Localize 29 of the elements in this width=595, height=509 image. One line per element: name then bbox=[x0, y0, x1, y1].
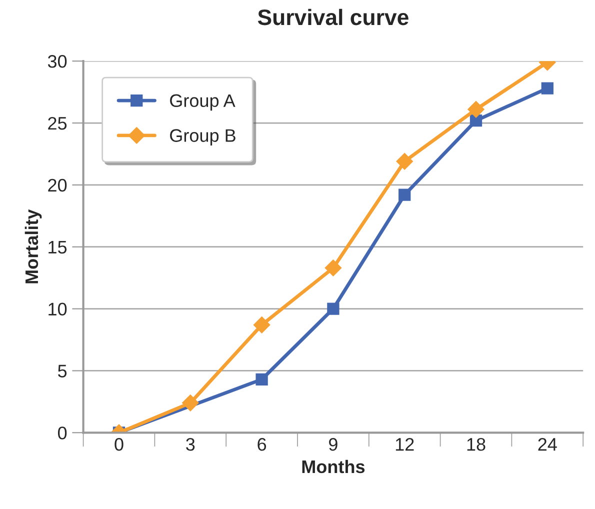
point bbox=[541, 82, 554, 94]
point bbox=[253, 316, 270, 334]
x-tick-label: 18 bbox=[467, 438, 486, 451]
point bbox=[470, 114, 482, 127]
point bbox=[398, 188, 411, 201]
x-tick-label: 0 bbox=[114, 438, 124, 451]
y-tick-label: 0 bbox=[58, 426, 67, 440]
point bbox=[256, 373, 268, 386]
point bbox=[468, 101, 484, 118]
y-tick-label: 30 bbox=[48, 55, 67, 68]
y-axis-title: Mortality bbox=[24, 209, 42, 284]
legend-label: Group A bbox=[170, 94, 236, 111]
x-axis-title: Months bbox=[302, 460, 365, 474]
point bbox=[324, 260, 342, 276]
x-tick-label: 12 bbox=[396, 438, 414, 451]
y-tick-label: 5 bbox=[58, 364, 67, 378]
x-tick-label: 9 bbox=[329, 438, 338, 451]
y-tick-label: 10 bbox=[48, 302, 67, 316]
y-tick-label: 25 bbox=[48, 116, 67, 130]
x-tick-label: 6 bbox=[258, 438, 266, 451]
x-tick-label: 3 bbox=[186, 438, 195, 451]
y-tick-label: 20 bbox=[48, 178, 67, 192]
legend-label: Group B bbox=[170, 129, 236, 146]
point bbox=[396, 153, 413, 170]
chart-title: Survival curve bbox=[258, 8, 408, 26]
x-tick-label: 24 bbox=[538, 438, 557, 451]
point bbox=[327, 302, 340, 315]
point bbox=[182, 394, 199, 412]
y-tick-label: 15 bbox=[48, 240, 67, 254]
